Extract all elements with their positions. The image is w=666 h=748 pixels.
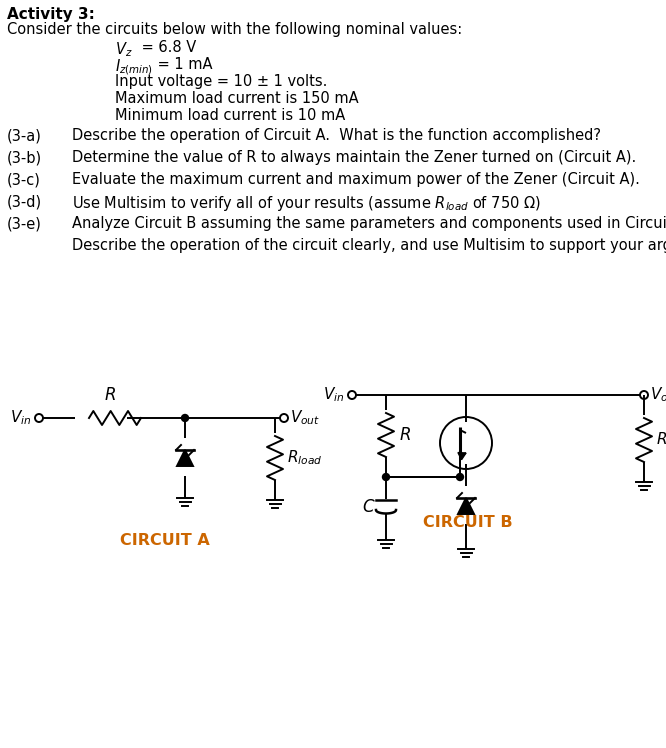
Text: (3-b): (3-b) xyxy=(7,150,42,165)
Polygon shape xyxy=(177,450,193,466)
Text: Input voltage = 10 ± 1 volts.: Input voltage = 10 ± 1 volts. xyxy=(115,74,328,89)
Text: $V_z$: $V_z$ xyxy=(115,40,133,58)
Text: $R_{load}$: $R_{load}$ xyxy=(287,449,322,468)
Text: = 6.8 V: = 6.8 V xyxy=(137,40,196,55)
Text: Evaluate the maximum current and maximum power of the Zener (Circuit A).: Evaluate the maximum current and maximum… xyxy=(72,172,640,187)
Text: $C$: $C$ xyxy=(362,498,376,516)
Text: Consider the circuits below with the following nominal values:: Consider the circuits below with the fol… xyxy=(7,22,462,37)
Text: CIRCUIT A: CIRCUIT A xyxy=(120,533,210,548)
Polygon shape xyxy=(458,498,474,514)
Circle shape xyxy=(182,414,188,422)
Text: $R_{load}$: $R_{load}$ xyxy=(656,431,666,450)
Text: $R$: $R$ xyxy=(399,426,411,444)
Text: Use Multisim to verify all of your results (assume $R_{load}$ of 750 Ω): Use Multisim to verify all of your resul… xyxy=(72,194,541,213)
Text: (3-e): (3-e) xyxy=(7,216,42,231)
Polygon shape xyxy=(458,453,466,460)
Text: (3-d): (3-d) xyxy=(7,194,42,209)
Circle shape xyxy=(382,473,390,480)
Text: $R$: $R$ xyxy=(104,386,116,404)
Text: Analyze Circuit B assuming the same parameters and components used in Circuit A.: Analyze Circuit B assuming the same para… xyxy=(72,216,666,231)
Text: Describe the operation of the circuit clearly, and use Multisim to support your : Describe the operation of the circuit cl… xyxy=(72,238,666,253)
Text: $V_{in}$: $V_{in}$ xyxy=(322,386,344,405)
Text: Describe the operation of Circuit A.  What is the function accomplished?: Describe the operation of Circuit A. Wha… xyxy=(72,128,601,143)
Text: CIRCUIT B: CIRCUIT B xyxy=(423,515,513,530)
Text: $I_{z(min)}$: $I_{z(min)}$ xyxy=(115,57,153,76)
Text: = 1 mA: = 1 mA xyxy=(153,57,212,72)
Text: $V_{out}$: $V_{out}$ xyxy=(650,386,666,405)
Text: Activity 3:: Activity 3: xyxy=(7,7,95,22)
Text: Minimum load current is 10 mA: Minimum load current is 10 mA xyxy=(115,108,345,123)
Text: $V_{in}$: $V_{in}$ xyxy=(9,408,31,427)
Text: (3-a): (3-a) xyxy=(7,128,42,143)
Text: Determine the value of R to always maintain the Zener turned on (Circuit A).: Determine the value of R to always maint… xyxy=(72,150,636,165)
Text: $V_{out}$: $V_{out}$ xyxy=(290,408,320,427)
Text: Maximum load current is 150 mA: Maximum load current is 150 mA xyxy=(115,91,358,106)
Text: (3-c): (3-c) xyxy=(7,172,41,187)
Circle shape xyxy=(456,473,464,480)
